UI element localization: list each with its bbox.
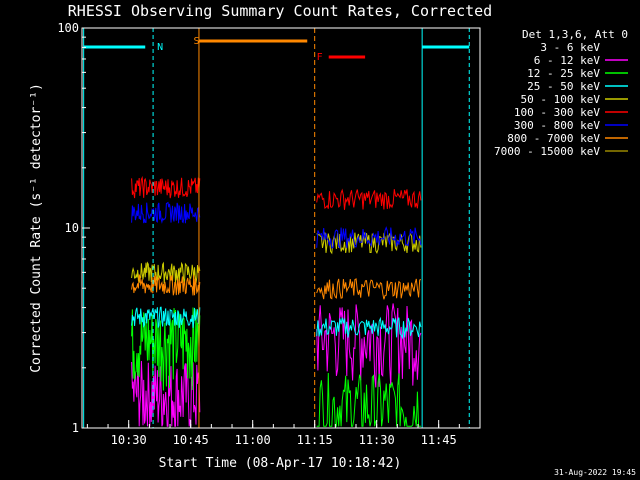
chart-title: RHESSI Observing Summary Count Rates, Co… — [68, 2, 492, 20]
x-tick-label: 10:45 — [173, 433, 209, 447]
series-trace — [131, 175, 201, 199]
x-tick-label: 11:15 — [297, 433, 333, 447]
flag-label: S — [193, 36, 199, 47]
axes: 1 10 100 10:30 10:45 11:00 11:15 11:30 11:45 — [57, 21, 460, 447]
series-trace — [316, 188, 422, 210]
series-trace — [316, 316, 422, 340]
series-trace — [316, 278, 422, 300]
y-tick-label: 100 — [57, 21, 79, 35]
legend-label: 300 - 800 keV — [514, 119, 600, 132]
x-tick-label: 10:30 — [111, 433, 147, 447]
series-trace — [131, 306, 201, 328]
x-axis-label: Start Time (08-Apr-17 10:18:42) — [159, 456, 402, 471]
legend-label: 100 - 300 keV — [514, 106, 600, 119]
series-trace — [131, 261, 201, 284]
legend-label: 800 - 7000 keV — [507, 132, 600, 145]
legend-label: 6 - 12 keV — [534, 54, 601, 67]
legend-label: 3 - 6 keV — [540, 41, 600, 54]
flag-label: N — [157, 42, 163, 53]
flag-label: F — [317, 52, 323, 63]
series-trace — [131, 273, 201, 296]
x-tick-label: 11:30 — [359, 433, 395, 447]
x-tick-label: 11:00 — [235, 433, 271, 447]
legend-label: 50 - 100 keV — [521, 93, 601, 106]
series-trace — [316, 372, 421, 427]
series-trace — [316, 226, 422, 250]
series-trace — [131, 360, 201, 427]
y-axis-label: Corrected Count Rate (s⁻¹ detector⁻¹) — [29, 83, 44, 373]
legend-label: 7000 - 15000 keV — [494, 145, 600, 158]
series-trace — [131, 307, 201, 391]
legend-label: 25 - 50 keV — [527, 80, 600, 93]
x-tick-label: 11:45 — [421, 433, 457, 447]
legend-header: Det 1,3,6, Att 0 — [522, 28, 628, 41]
series-trace — [316, 201, 422, 225]
footer-timestamp: 31-Aug-2022 19:45 — [554, 468, 636, 477]
legend-label: 12 - 25 keV — [527, 67, 600, 80]
y-tick-label: 1 — [72, 421, 79, 435]
plot-area: N S F — [83, 28, 470, 428]
series-trace — [131, 201, 201, 224]
y-tick-label: 10 — [65, 221, 79, 235]
